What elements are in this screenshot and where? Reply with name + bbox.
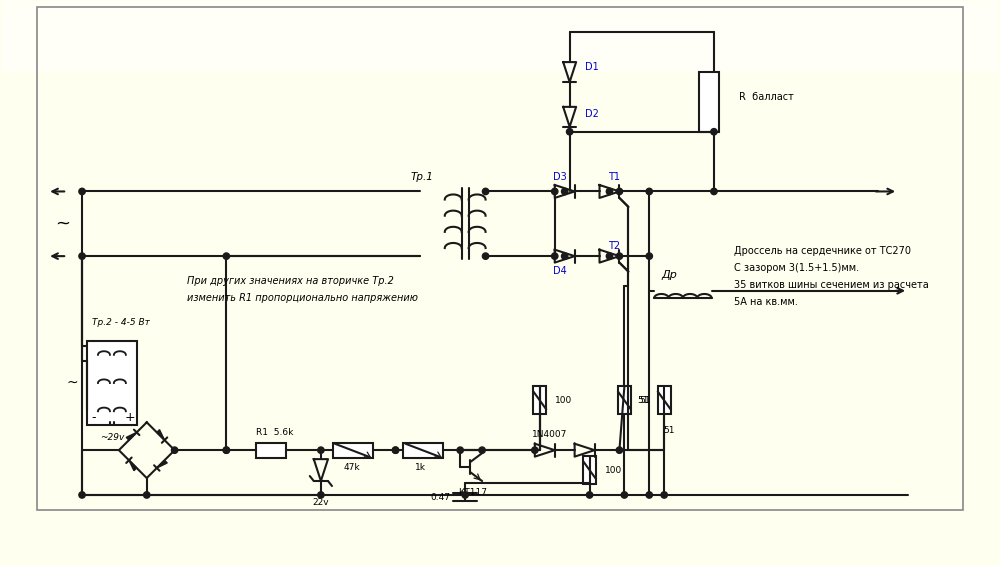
Circle shape bbox=[646, 188, 652, 195]
Text: КТ117: КТ117 bbox=[458, 488, 487, 498]
Text: D3: D3 bbox=[553, 171, 567, 182]
Bar bbox=[37, 7, 963, 510]
Polygon shape bbox=[129, 460, 137, 471]
Text: +: + bbox=[125, 411, 135, 424]
Bar bbox=[583, 456, 596, 484]
Text: 47k: 47k bbox=[343, 462, 360, 471]
Text: R1  5.6k: R1 5.6k bbox=[256, 428, 294, 437]
Text: 22v: 22v bbox=[313, 499, 329, 507]
Circle shape bbox=[646, 253, 652, 259]
Bar bbox=[333, 443, 373, 458]
Bar bbox=[87, 341, 137, 425]
Text: 100: 100 bbox=[604, 466, 622, 474]
Bar bbox=[2, 1, 998, 72]
Text: 100: 100 bbox=[555, 396, 572, 405]
Text: 35 витков шины сечением из расчета: 35 витков шины сечением из расчета bbox=[734, 280, 929, 290]
Text: T2: T2 bbox=[608, 241, 620, 251]
Circle shape bbox=[566, 128, 573, 135]
Circle shape bbox=[392, 447, 399, 453]
Text: 0.47: 0.47 bbox=[430, 493, 450, 502]
Text: Дроссель на сердечнике от ТС270: Дроссель на сердечнике от ТС270 bbox=[734, 246, 911, 256]
Circle shape bbox=[711, 188, 717, 195]
Text: 1k: 1k bbox=[415, 462, 426, 471]
Text: 5А на кв.мм.: 5А на кв.мм. bbox=[734, 297, 798, 307]
Circle shape bbox=[552, 188, 558, 195]
Text: 51: 51 bbox=[638, 396, 649, 405]
Circle shape bbox=[561, 188, 568, 195]
Text: 51: 51 bbox=[663, 426, 675, 435]
Polygon shape bbox=[157, 430, 165, 440]
Polygon shape bbox=[157, 460, 167, 468]
Text: Тр.2 - 4-5 Вт: Тр.2 - 4-5 Вт bbox=[92, 318, 150, 327]
Circle shape bbox=[457, 447, 463, 453]
Circle shape bbox=[606, 253, 613, 259]
Circle shape bbox=[606, 188, 613, 195]
Circle shape bbox=[532, 447, 538, 453]
Circle shape bbox=[482, 188, 489, 195]
Circle shape bbox=[552, 253, 558, 259]
Circle shape bbox=[616, 253, 623, 259]
Bar bbox=[403, 443, 443, 458]
Circle shape bbox=[171, 447, 178, 453]
Circle shape bbox=[586, 492, 593, 498]
Text: D1: D1 bbox=[585, 62, 598, 72]
Text: При других значениях на вторичке Тр.2: При других значениях на вторичке Тр.2 bbox=[187, 276, 393, 286]
Circle shape bbox=[479, 447, 485, 453]
Circle shape bbox=[616, 447, 623, 453]
Circle shape bbox=[318, 447, 324, 453]
Text: Др: Др bbox=[661, 270, 677, 280]
Bar bbox=[533, 387, 546, 414]
Circle shape bbox=[144, 492, 150, 498]
Text: С зазором 3(1.5+1.5)мм.: С зазором 3(1.5+1.5)мм. bbox=[734, 263, 859, 273]
Text: 1N4007: 1N4007 bbox=[532, 430, 567, 439]
Circle shape bbox=[223, 253, 230, 259]
Bar bbox=[618, 387, 631, 414]
Circle shape bbox=[318, 492, 324, 498]
Bar bbox=[699, 72, 719, 132]
Circle shape bbox=[79, 188, 85, 195]
Circle shape bbox=[462, 492, 468, 498]
Text: D4: D4 bbox=[553, 266, 567, 276]
Text: Тр.1: Тр.1 bbox=[410, 171, 433, 182]
Circle shape bbox=[79, 492, 85, 498]
Circle shape bbox=[661, 492, 667, 498]
Text: 51: 51 bbox=[639, 396, 651, 405]
Text: ~: ~ bbox=[66, 376, 78, 390]
Circle shape bbox=[392, 447, 399, 453]
Bar bbox=[256, 443, 286, 458]
Text: R  балласт: R балласт bbox=[739, 92, 794, 102]
Bar bbox=[658, 387, 671, 414]
Text: изменить R1 пропорционально напряжению: изменить R1 пропорционально напряжению bbox=[187, 293, 418, 303]
Circle shape bbox=[79, 253, 85, 259]
Circle shape bbox=[646, 492, 652, 498]
Text: D2: D2 bbox=[585, 109, 598, 119]
Circle shape bbox=[223, 447, 230, 453]
Circle shape bbox=[223, 447, 230, 453]
Text: ~29v: ~29v bbox=[100, 433, 124, 441]
Circle shape bbox=[561, 253, 568, 259]
Circle shape bbox=[711, 128, 717, 135]
Circle shape bbox=[482, 253, 489, 259]
Circle shape bbox=[616, 188, 623, 195]
Polygon shape bbox=[126, 432, 137, 440]
Text: -: - bbox=[92, 411, 96, 424]
Circle shape bbox=[621, 492, 628, 498]
Text: ~: ~ bbox=[55, 215, 70, 233]
Text: T1: T1 bbox=[608, 171, 620, 182]
